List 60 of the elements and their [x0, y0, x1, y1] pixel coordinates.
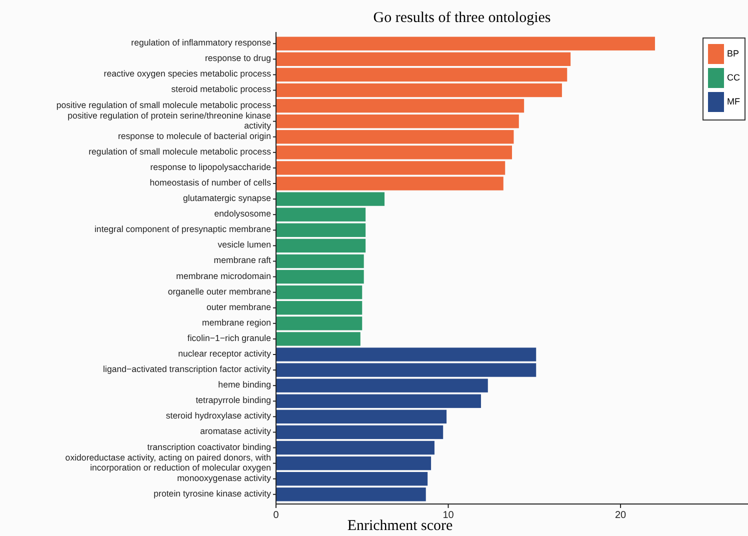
y-tick-label: response to lipopolysaccharide — [150, 162, 272, 172]
bar — [276, 270, 364, 284]
bar — [276, 332, 360, 346]
bar — [276, 114, 519, 128]
y-tick-label: monooxygenase activity — [177, 473, 272, 484]
y-tick-label: protein tyrosine kinase activity — [154, 488, 272, 499]
y-tick-label: organelle outer membrane — [168, 286, 272, 297]
y-tick-label: tetrapyrrole binding — [196, 395, 272, 406]
bar — [276, 36, 655, 50]
bar — [276, 208, 366, 222]
legend-label: MF — [727, 96, 740, 106]
bar — [276, 285, 362, 300]
y-tick-label: membrane region — [202, 318, 272, 328]
y-tick-label: response to molecule of bacterial origin — [118, 131, 272, 142]
x-tick-label: 20 — [614, 510, 627, 521]
y-tick-label: heme binding — [218, 380, 272, 390]
bar — [276, 394, 481, 408]
y-tick-label: vesicle lumen — [218, 240, 272, 250]
y-tick-label: glutamatergic synapse — [182, 193, 272, 204]
bar — [276, 410, 447, 424]
y-tick-label: steroid hydroxylase activity — [166, 410, 272, 421]
x-tick-label: 0 — [273, 510, 280, 521]
y-tick-label: response to drug — [204, 53, 272, 64]
y-tick-label: transcription coactivator binding — [147, 442, 272, 452]
bar — [276, 192, 385, 206]
y-tick-label: positive regulation of small molecule metabolic process — [56, 100, 272, 110]
bar — [276, 238, 366, 253]
bar — [276, 68, 568, 82]
y-tick-label: reactive oxygen species metabolic process — [104, 69, 272, 80]
y-tick-label: endolysosome — [214, 208, 272, 219]
bar — [276, 316, 362, 330]
chart-title: Go results of three ontologies — [373, 10, 551, 26]
y-tick-label: ligand−activated transcription factor activity — [103, 364, 272, 374]
bar — [276, 440, 434, 455]
y-tick-label: regulation of inflammatory response — [131, 38, 272, 48]
y-tick-label: steroid metabolic process — [171, 84, 272, 95]
bar — [276, 472, 428, 486]
bar — [276, 223, 366, 237]
y-tick-label: aromatase activity — [200, 426, 272, 437]
bar — [276, 488, 426, 502]
legend-label: BP — [727, 48, 740, 58]
y-tick-label: integral component of presynaptic membrane — [94, 224, 272, 234]
y-tick-label: ficolin−1−rich granule — [187, 333, 272, 344]
bar — [276, 52, 571, 66]
bar — [276, 301, 362, 315]
legend-label: CC — [727, 72, 740, 82]
y-tick-label: regulation of small molecule metabolic process — [88, 146, 272, 157]
y-tick-label: membrane raft — [214, 256, 272, 266]
y-tick-label: homeostasis of number of cells — [150, 178, 272, 188]
bar — [276, 425, 444, 440]
bar — [276, 98, 524, 113]
bar — [276, 456, 432, 470]
bar — [276, 130, 514, 144]
y-tick-label: outer membrane — [206, 302, 272, 312]
y-tick-label: nuclear receptor activity — [178, 348, 272, 359]
bar — [276, 254, 364, 268]
bar — [276, 83, 562, 98]
x-tick-label: 10 — [442, 510, 454, 521]
y-tick-label: membrane microdomain — [176, 271, 272, 282]
x-axis-title: Enrichment score — [347, 518, 454, 534]
